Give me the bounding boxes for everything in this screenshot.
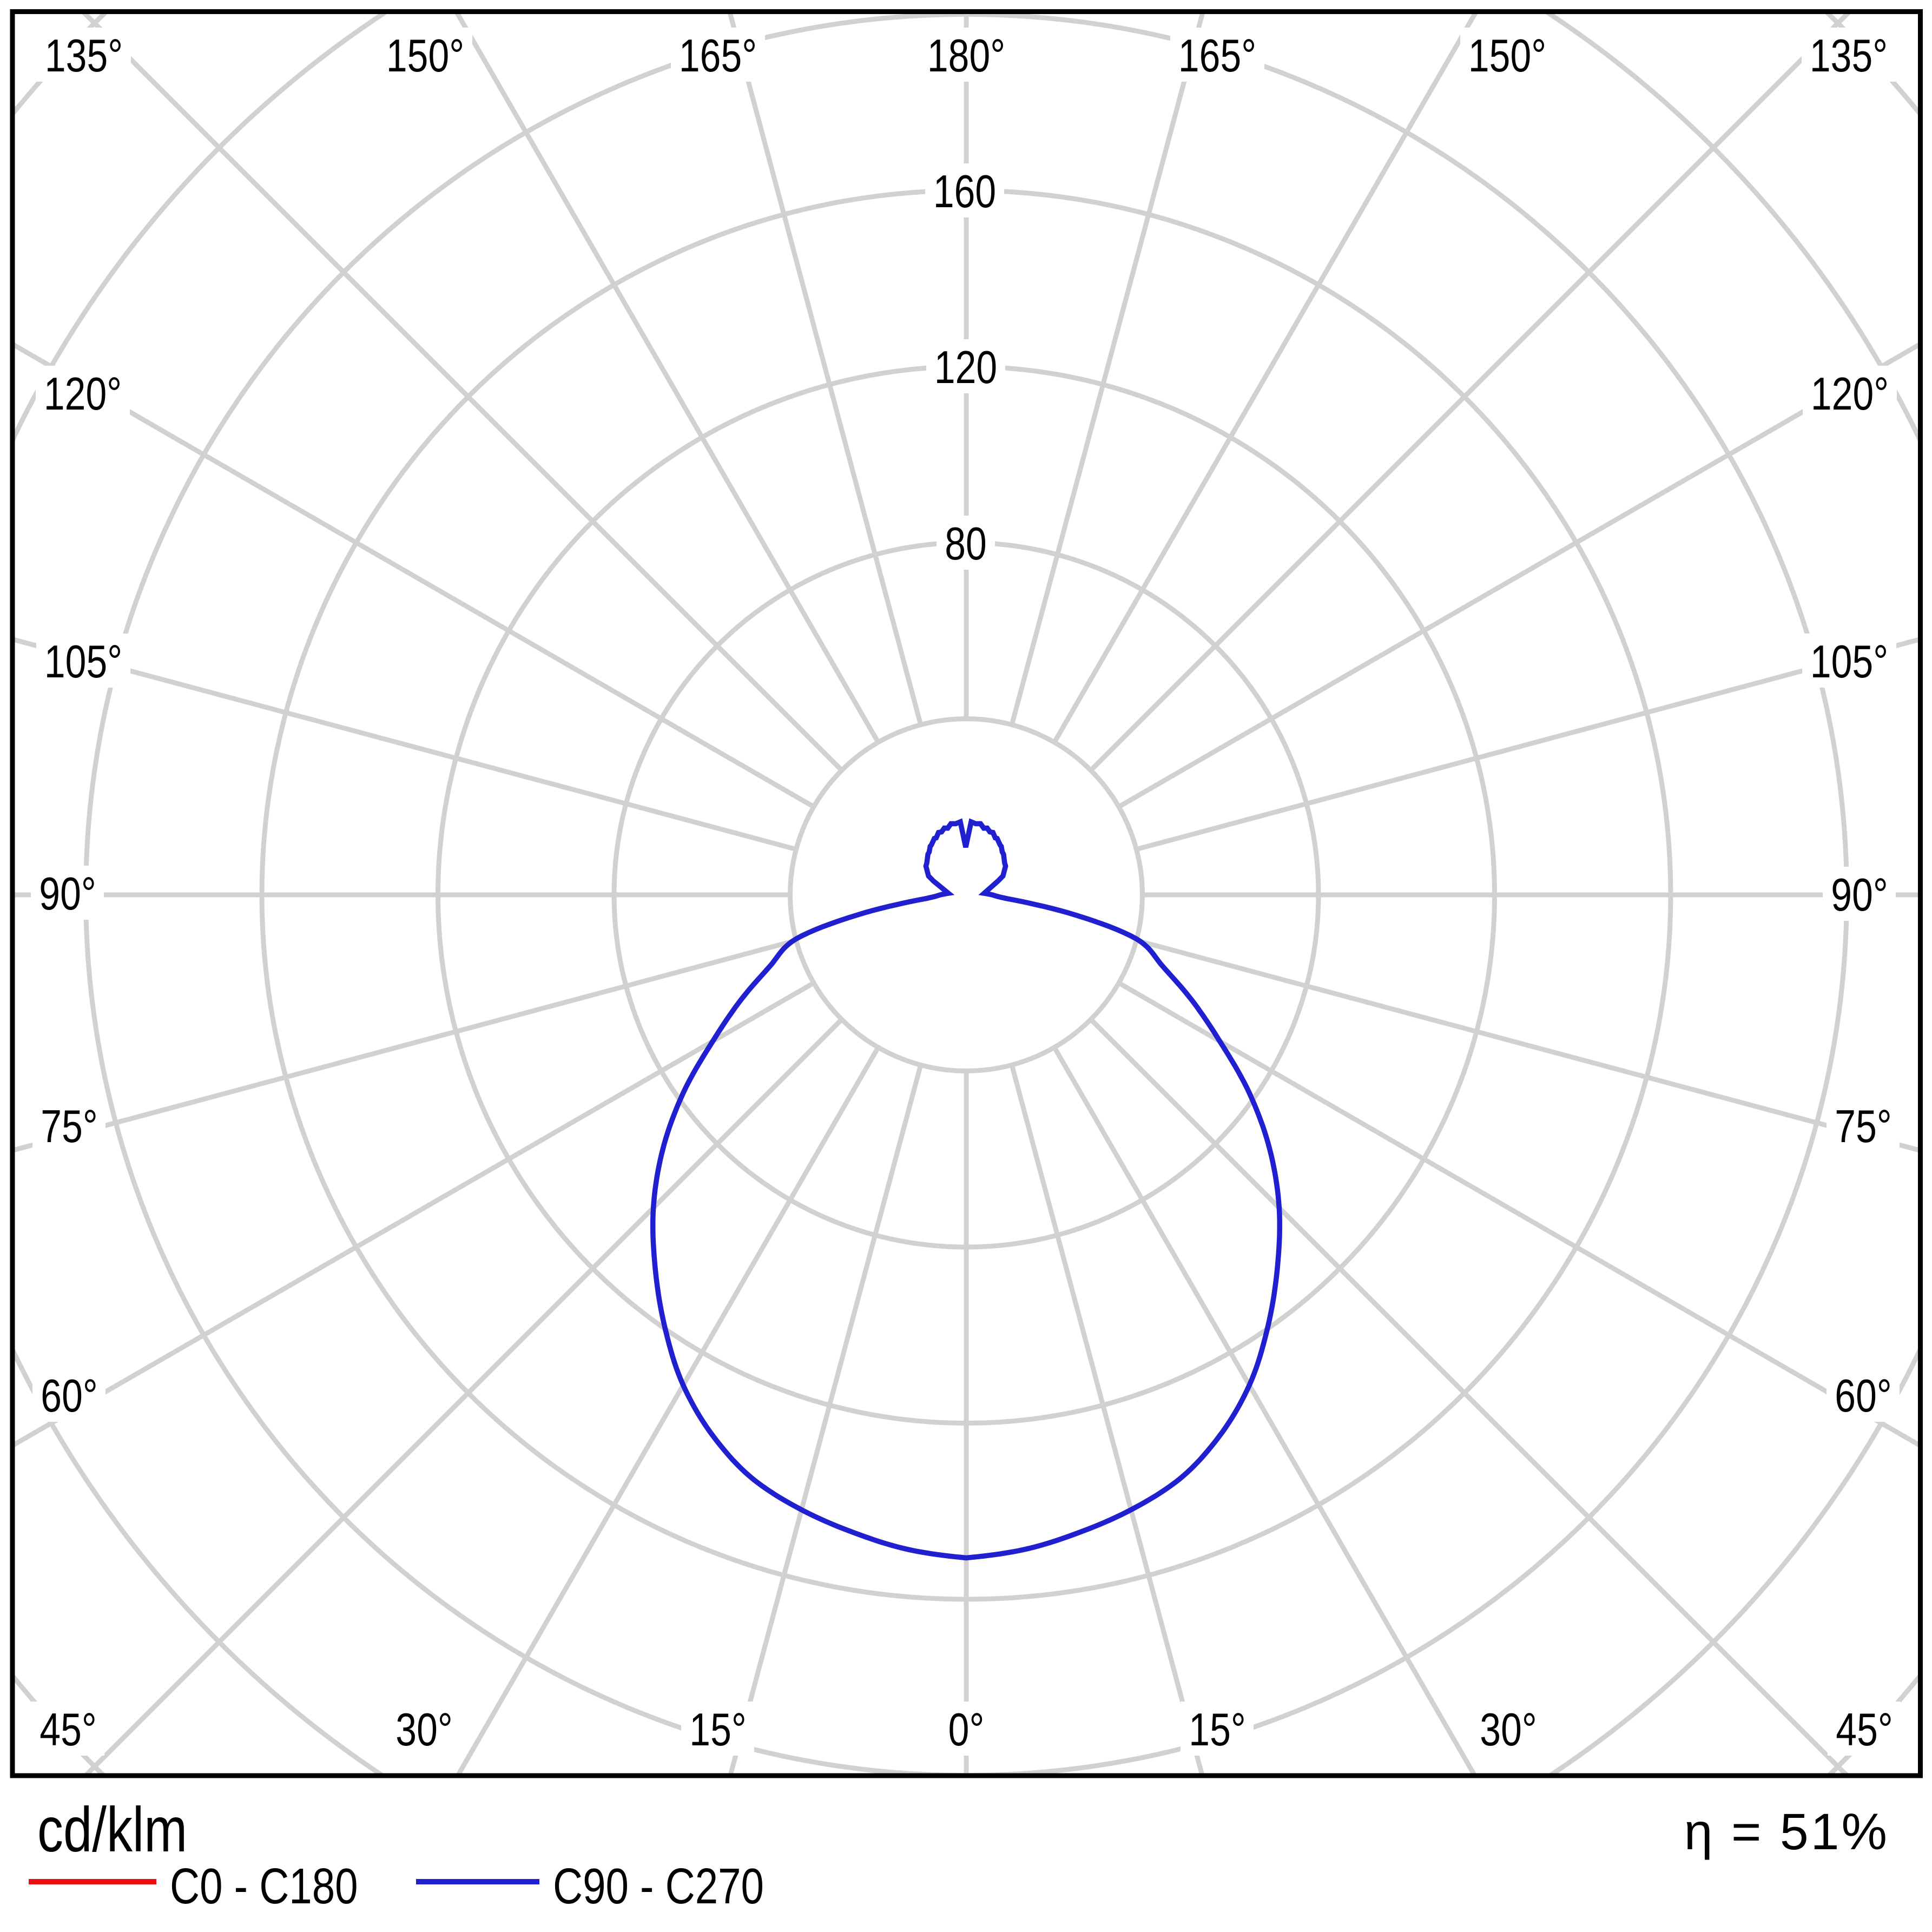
svg-text:135°: 135° — [1810, 31, 1888, 82]
svg-text:165°: 165° — [1178, 31, 1256, 82]
svg-text:15°: 15° — [689, 1705, 746, 1756]
svg-text:120: 120 — [934, 342, 997, 393]
svg-text:105°: 105° — [1810, 637, 1888, 688]
svg-text:60°: 60° — [1835, 1371, 1891, 1422]
svg-text:90°: 90° — [39, 869, 96, 920]
svg-text:150°: 150° — [1468, 31, 1546, 82]
svg-text:80: 80 — [945, 519, 987, 570]
svg-text:cd/klm: cd/klm — [37, 1794, 187, 1865]
svg-text:60°: 60° — [41, 1371, 97, 1422]
svg-text:105°: 105° — [44, 637, 122, 688]
svg-text:0°: 0° — [948, 1705, 985, 1756]
svg-text:180°: 180° — [927, 31, 1005, 82]
svg-text:120°: 120° — [44, 369, 122, 420]
svg-text:C90 - C270: C90 - C270 — [553, 1858, 764, 1915]
svg-text:30°: 30° — [1480, 1705, 1537, 1756]
svg-text:135°: 135° — [45, 31, 123, 82]
svg-text:150°: 150° — [386, 31, 464, 82]
svg-text:165°: 165° — [679, 31, 757, 82]
svg-text:160: 160 — [933, 167, 996, 217]
svg-text:15°: 15° — [1189, 1705, 1245, 1756]
svg-text:C0 - C180: C0 - C180 — [170, 1858, 358, 1915]
svg-text:90°: 90° — [1831, 870, 1888, 921]
svg-text:75°: 75° — [41, 1102, 97, 1152]
svg-text:30°: 30° — [395, 1705, 452, 1756]
svg-text:120°: 120° — [1811, 369, 1889, 420]
svg-text:η = 51%: η = 51% — [1684, 1803, 1889, 1861]
svg-text:75°: 75° — [1835, 1102, 1891, 1152]
svg-text:45°: 45° — [1836, 1705, 1893, 1756]
svg-text:45°: 45° — [39, 1705, 96, 1756]
